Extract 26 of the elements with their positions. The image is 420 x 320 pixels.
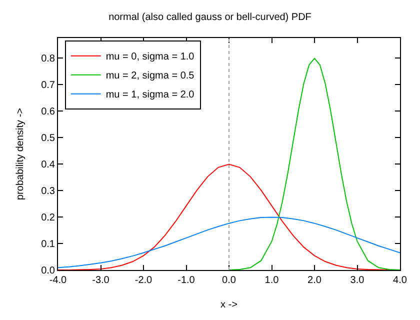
line-series [58,216,400,268]
y-tick-label: 0.2 [41,212,56,224]
y-tick-label: 0.7 [41,80,56,91]
x-tick-label: -1.0 [178,275,196,286]
chart-title: normal (also called gauss or bell-curved) PDF [108,12,312,23]
y-tick-label: 0.0 [41,266,56,276]
x-axis-title: x -> [220,300,238,310]
y-tick-label: 0.4 [41,159,56,170]
x-tick-label: -3.0 [92,275,110,286]
y-axis-title: probability density -> [15,108,26,200]
y-tick-label: 0.3 [41,186,56,197]
x-tick-label: 2.0 [308,275,322,286]
x-tick-label: 1.0 [264,275,280,286]
legend-label: mu = 0, sigma = 1.0 [106,52,195,63]
legend-label: mu = 1, sigma = 2.0 [106,90,195,101]
x-tick-label: 0.0 [222,275,236,286]
x-tick-label: 4.0 [393,275,408,286]
y-tick-label: 0.1 [41,238,56,250]
y-tick-label: 0.5 [41,132,56,144]
line-series [228,58,400,270]
y-tick-label: 0.8 [41,53,56,64]
x-tick-label: -4.0 [49,275,68,286]
y-tick-label: 0.6 [41,106,56,118]
x-tick-label: 3.0 [350,275,365,286]
x-tick-label: -2.0 [134,275,153,286]
legend-label: mu = 2, sigma = 0.5 [106,70,195,82]
